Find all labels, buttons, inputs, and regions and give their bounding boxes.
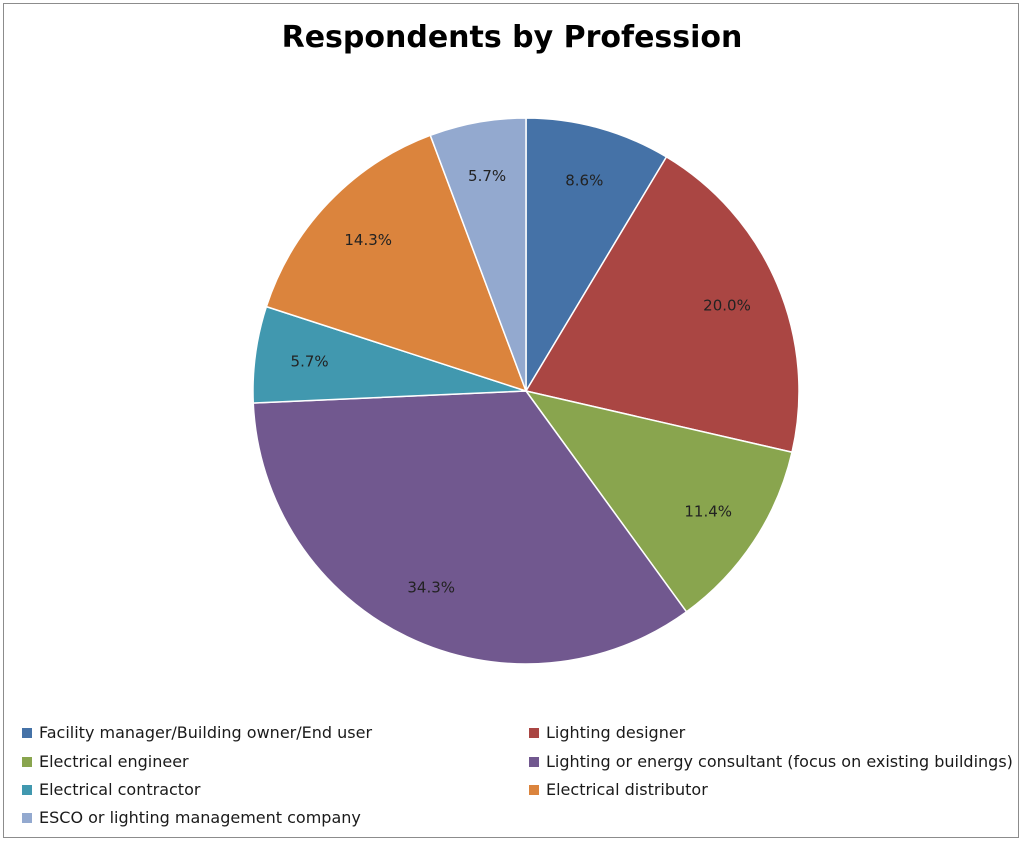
chart-title: Respondents by Profession <box>281 20 743 55</box>
slice-data-label-7: 5.7% <box>468 167 506 185</box>
pie-slice-1 <box>525 117 668 394</box>
slice-data-label-6: 14.3% <box>344 231 392 249</box>
pie-slice-6 <box>265 134 528 393</box>
pie-slice-7 <box>429 117 527 392</box>
pie-slice-4 <box>252 390 688 665</box>
slice-data-label-1: 8.6% <box>565 172 603 190</box>
slice-data-label-5: 5.7% <box>291 353 329 371</box>
pie-slice-2 <box>524 155 800 454</box>
pie-slice-3 <box>524 389 793 613</box>
slice-data-label-4: 34.3% <box>407 579 455 597</box>
slice-data-label-3: 11.4% <box>684 503 732 521</box>
slice-data-label-2: 20.0% <box>703 297 751 315</box>
